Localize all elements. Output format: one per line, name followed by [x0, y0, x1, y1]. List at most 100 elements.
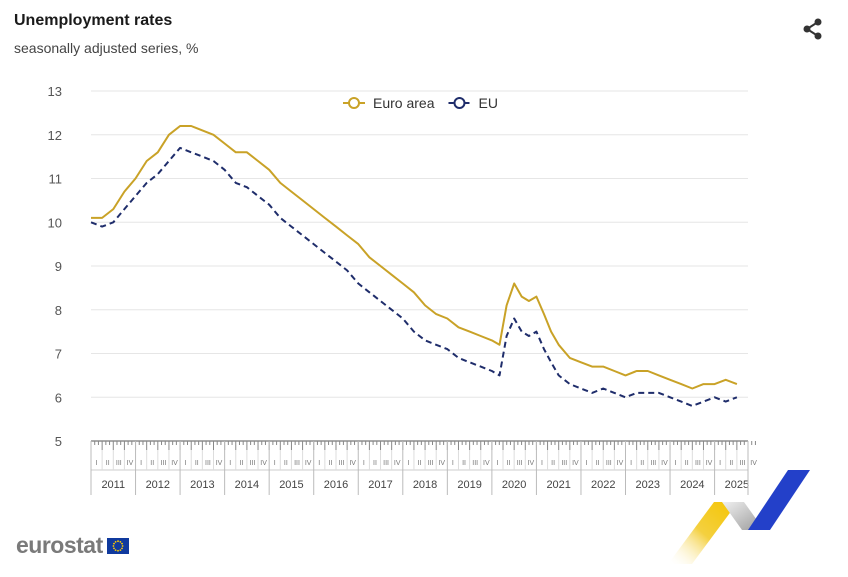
quarter-label: II: [150, 460, 154, 467]
quarter-label: III: [740, 460, 746, 467]
logo-text: eurostat: [16, 532, 103, 558]
year-label: 2020: [502, 479, 526, 491]
chart-subtitle: seasonally adjusted series, %: [14, 40, 199, 56]
quarter-label: I: [675, 460, 677, 467]
quarter-label: II: [195, 460, 199, 467]
y-tick-label: 11: [49, 172, 63, 187]
y-tick-label: 9: [55, 259, 62, 274]
quarter-label: III: [428, 460, 434, 467]
quarter-label: III: [160, 460, 166, 467]
quarter-label: I: [140, 460, 142, 467]
quarter-label: II: [551, 460, 555, 467]
quarter-label: IV: [750, 460, 757, 467]
quarter-label: III: [383, 460, 389, 467]
quarter-label: III: [606, 460, 612, 467]
y-tick-label: 12: [48, 128, 62, 143]
year-label: 2019: [457, 479, 481, 491]
y-axis-ticks: 5 6 7 8 9 10 11 12 13: [48, 84, 62, 449]
quarter-label: IV: [617, 460, 624, 467]
year-label: 2021: [546, 479, 570, 491]
quarter-label: III: [561, 460, 567, 467]
eu-flag-icon: [106, 537, 129, 554]
quarter-label: II: [729, 460, 733, 467]
quarter-label: II: [284, 460, 288, 467]
year-label: 2015: [279, 479, 303, 491]
quarter-label: IV: [483, 460, 490, 467]
quarter-label: I: [274, 460, 276, 467]
quarter-label: IV: [661, 460, 668, 467]
quarter-label: II: [418, 460, 422, 467]
year-label: 2025: [725, 479, 749, 491]
quarter-label: I: [586, 460, 588, 467]
quarter-label: I: [630, 460, 632, 467]
y-tick-label: 13: [48, 84, 62, 99]
quarter-label: I: [318, 460, 320, 467]
quarter-label: III: [650, 460, 656, 467]
quarter-label: IV: [216, 460, 223, 467]
quarter-label: II: [373, 460, 377, 467]
quarter-label: III: [294, 460, 300, 467]
quarter-label: I: [719, 460, 721, 467]
quarter-label: III: [339, 460, 345, 467]
year-label: 2018: [413, 479, 437, 491]
quarter-label: IV: [171, 460, 178, 467]
year-label: 2014: [235, 479, 259, 491]
series-line-eu: [90, 146, 738, 407]
year-label: 2022: [591, 479, 615, 491]
grid-lines: [91, 90, 748, 398]
quarter-label: II: [106, 460, 110, 467]
quarter-label: III: [695, 460, 701, 467]
quarter-label: I: [229, 460, 231, 467]
quarter-label: II: [328, 460, 332, 467]
quarter-label: III: [517, 460, 523, 467]
quarter-label: II: [462, 460, 466, 467]
year-label: 2013: [190, 479, 214, 491]
quarter-label: IV: [438, 460, 445, 467]
year-label: 2024: [680, 479, 704, 491]
year-label: 2011: [101, 479, 125, 491]
quarter-label: II: [640, 460, 644, 467]
chart-title: Unemployment rates: [14, 12, 173, 29]
y-tick-label: 6: [55, 390, 62, 405]
quarter-label: IV: [127, 460, 134, 467]
legend-label-eu: EU: [478, 95, 497, 111]
legend-marker-eu: [453, 97, 466, 109]
quarter-label: I: [496, 460, 498, 467]
year-label: 2016: [324, 479, 348, 491]
quarter-label: II: [239, 460, 243, 467]
quarter-label: II: [596, 460, 600, 467]
share-icon[interactable]: [800, 16, 826, 42]
legend-label-euro-area: Euro area: [373, 95, 435, 111]
legend-marker-euro-area: [348, 97, 360, 109]
quarter-label: IV: [528, 460, 535, 467]
quarter-label: IV: [706, 460, 713, 467]
quarter-label: IV: [349, 460, 356, 467]
eurostat-logo: eurostat: [16, 532, 129, 559]
eurostat-decoration: [668, 470, 810, 564]
year-label: 2023: [636, 479, 660, 491]
quarter-label: IV: [394, 460, 401, 467]
quarter-label: II: [507, 460, 511, 467]
quarter-label: II: [685, 460, 689, 467]
quarter-label: I: [452, 460, 454, 467]
quarter-label: III: [250, 460, 256, 467]
quarter-label: IV: [260, 460, 267, 467]
quarter-label: I: [363, 460, 365, 467]
series-line-euro-area: [91, 125, 738, 390]
quarter-label: I: [185, 460, 187, 467]
y-tick-label: 5: [55, 434, 62, 449]
series-lines: [90, 125, 738, 407]
year-label: 2012: [146, 479, 170, 491]
legend[interactable]: Euro area EU: [343, 95, 498, 111]
quarter-label: III: [472, 460, 478, 467]
y-tick-label: 10: [48, 215, 62, 230]
quarter-label: I: [96, 460, 98, 467]
quarter-label: III: [205, 460, 211, 467]
year-label: 2017: [368, 479, 392, 491]
y-tick-label: 8: [55, 303, 62, 318]
quarter-label: III: [116, 460, 122, 467]
quarter-label: I: [407, 460, 409, 467]
quarter-label: IV: [572, 460, 579, 467]
y-tick-label: 7: [55, 347, 62, 362]
